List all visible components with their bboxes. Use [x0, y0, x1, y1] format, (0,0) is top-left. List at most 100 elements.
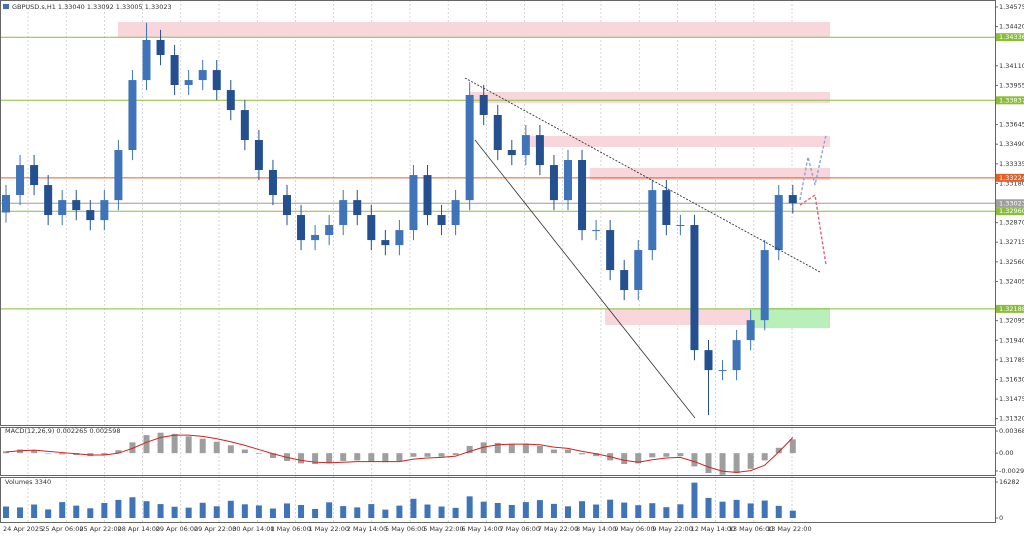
- y-tick-label: 1.31940: [999, 336, 1024, 344]
- volume-bar: [115, 499, 122, 519]
- macd-bar: [677, 453, 684, 457]
- trend-line: [464, 77, 821, 273]
- candle-body: [507, 150, 516, 156]
- volume-bar: [719, 501, 726, 519]
- zone: [750, 308, 830, 328]
- macd-bar: [747, 453, 754, 469]
- candle-body: [718, 370, 727, 372]
- x-tick-label: 30 Apr 14:00: [232, 525, 274, 533]
- candle-body: [381, 240, 390, 246]
- y-tick-label: 0.00: [999, 449, 1013, 457]
- macd-bar: [17, 449, 24, 454]
- macd-bar: [354, 453, 361, 461]
- volume-bar: [761, 500, 768, 519]
- macd-bar: [424, 453, 431, 457]
- candle-body: [578, 160, 587, 231]
- volume-bar: [621, 502, 628, 519]
- macd-bar: [761, 453, 768, 461]
- y-tick-label: 1.33955: [999, 81, 1024, 89]
- volume-bar: [255, 505, 262, 519]
- candle-body: [86, 210, 95, 221]
- level-label-bg: [996, 33, 1024, 42]
- volume-bar: [284, 503, 290, 519]
- y-tick-label: 16282: [999, 478, 1020, 486]
- volume-bar: [269, 508, 276, 519]
- candle-body: [521, 135, 530, 156]
- candle-body: [774, 195, 783, 251]
- level-label: 1.32960: [999, 207, 1024, 215]
- volume-bar: [298, 504, 305, 519]
- volume-bar: [635, 505, 642, 519]
- macd-bar: [536, 445, 543, 454]
- macd-bar: [705, 453, 712, 474]
- macd-bar: [621, 453, 628, 464]
- volume-bar: [59, 502, 66, 519]
- volume-bar: [185, 507, 192, 519]
- y-tick-label: 0.003682: [999, 427, 1024, 435]
- chart-title: GBPUSD.s,H1 1.33040 1.33092 1.33005 1.33…: [12, 3, 172, 11]
- y-tick-label: 1.34575: [999, 3, 1024, 11]
- trend-line: [474, 139, 696, 419]
- macd-bar: [775, 447, 782, 454]
- candle-body: [535, 135, 544, 166]
- candle-body: [479, 94, 488, 115]
- macd-bar: [269, 453, 276, 458]
- y-tick-label: 1.32715: [999, 238, 1024, 246]
- volume-bar: [536, 500, 543, 519]
- volume-bar: [73, 505, 80, 519]
- macd-bar: [3, 451, 9, 454]
- y-tick-label: 1.32560: [999, 258, 1024, 266]
- volume-bar: [45, 509, 52, 519]
- volume-bar: [775, 505, 782, 519]
- macd-bar: [635, 453, 642, 464]
- macd-bar: [508, 444, 515, 454]
- candle-body: [564, 160, 572, 201]
- macd-bar: [733, 453, 740, 474]
- y-tick-label: 0: [999, 514, 1003, 522]
- candle-body: [760, 250, 769, 321]
- zone: [590, 168, 830, 180]
- candle-body: [662, 190, 671, 226]
- volume-bar: [789, 510, 796, 519]
- volume-bar: [747, 503, 754, 519]
- y-tick-label: 1.32870: [999, 219, 1024, 227]
- macd-bar: [452, 453, 459, 455]
- axis-labels: 1.34575 1.34420 1.34110 1.33955 1.33645 1.334…: [3, 3, 1024, 533]
- volume-bar: [340, 506, 347, 519]
- levels: [0, 36, 995, 310]
- x-tick-label: 2 May 14:00: [347, 525, 387, 533]
- candle-body: [58, 200, 67, 216]
- volume-bar: [550, 503, 557, 519]
- candle-body: [788, 195, 797, 204]
- candle-body: [732, 340, 741, 371]
- candle-body: [156, 39, 165, 56]
- volume-bar: [382, 509, 389, 519]
- candle-body: [746, 320, 755, 341]
- candle-body: [606, 230, 615, 271]
- candle-body: [451, 200, 460, 226]
- candle-body: [493, 114, 502, 151]
- volume-bar: [607, 499, 614, 519]
- level-label: 1.32188: [999, 305, 1024, 313]
- x-tick-label: 28 Apr 14:00: [118, 525, 160, 533]
- candle-body: [465, 94, 474, 201]
- macd-bar: [213, 441, 220, 454]
- macd-bar: [255, 453, 262, 454]
- macd-bar: [31, 450, 38, 454]
- y-tick-label: 1.33335: [999, 160, 1024, 168]
- macd-bar: [382, 453, 389, 463]
- candle-body: [620, 270, 629, 291]
- macd-bar: [185, 436, 192, 454]
- y-tick-label: 1.32095: [999, 317, 1024, 325]
- volume-bar: [480, 501, 487, 519]
- x-tick-label: 1 May 22:00: [309, 525, 349, 533]
- macd-bar: [593, 453, 600, 457]
- macd-bar: [368, 453, 375, 462]
- macd-bar: [45, 453, 52, 454]
- x-tick-label: 25 Apr 22:00: [79, 525, 121, 533]
- y-tick-label: 1.31630: [999, 375, 1024, 383]
- macd-bar: [241, 449, 248, 454]
- volume-bar: [157, 504, 164, 519]
- volume-bar: [565, 506, 571, 519]
